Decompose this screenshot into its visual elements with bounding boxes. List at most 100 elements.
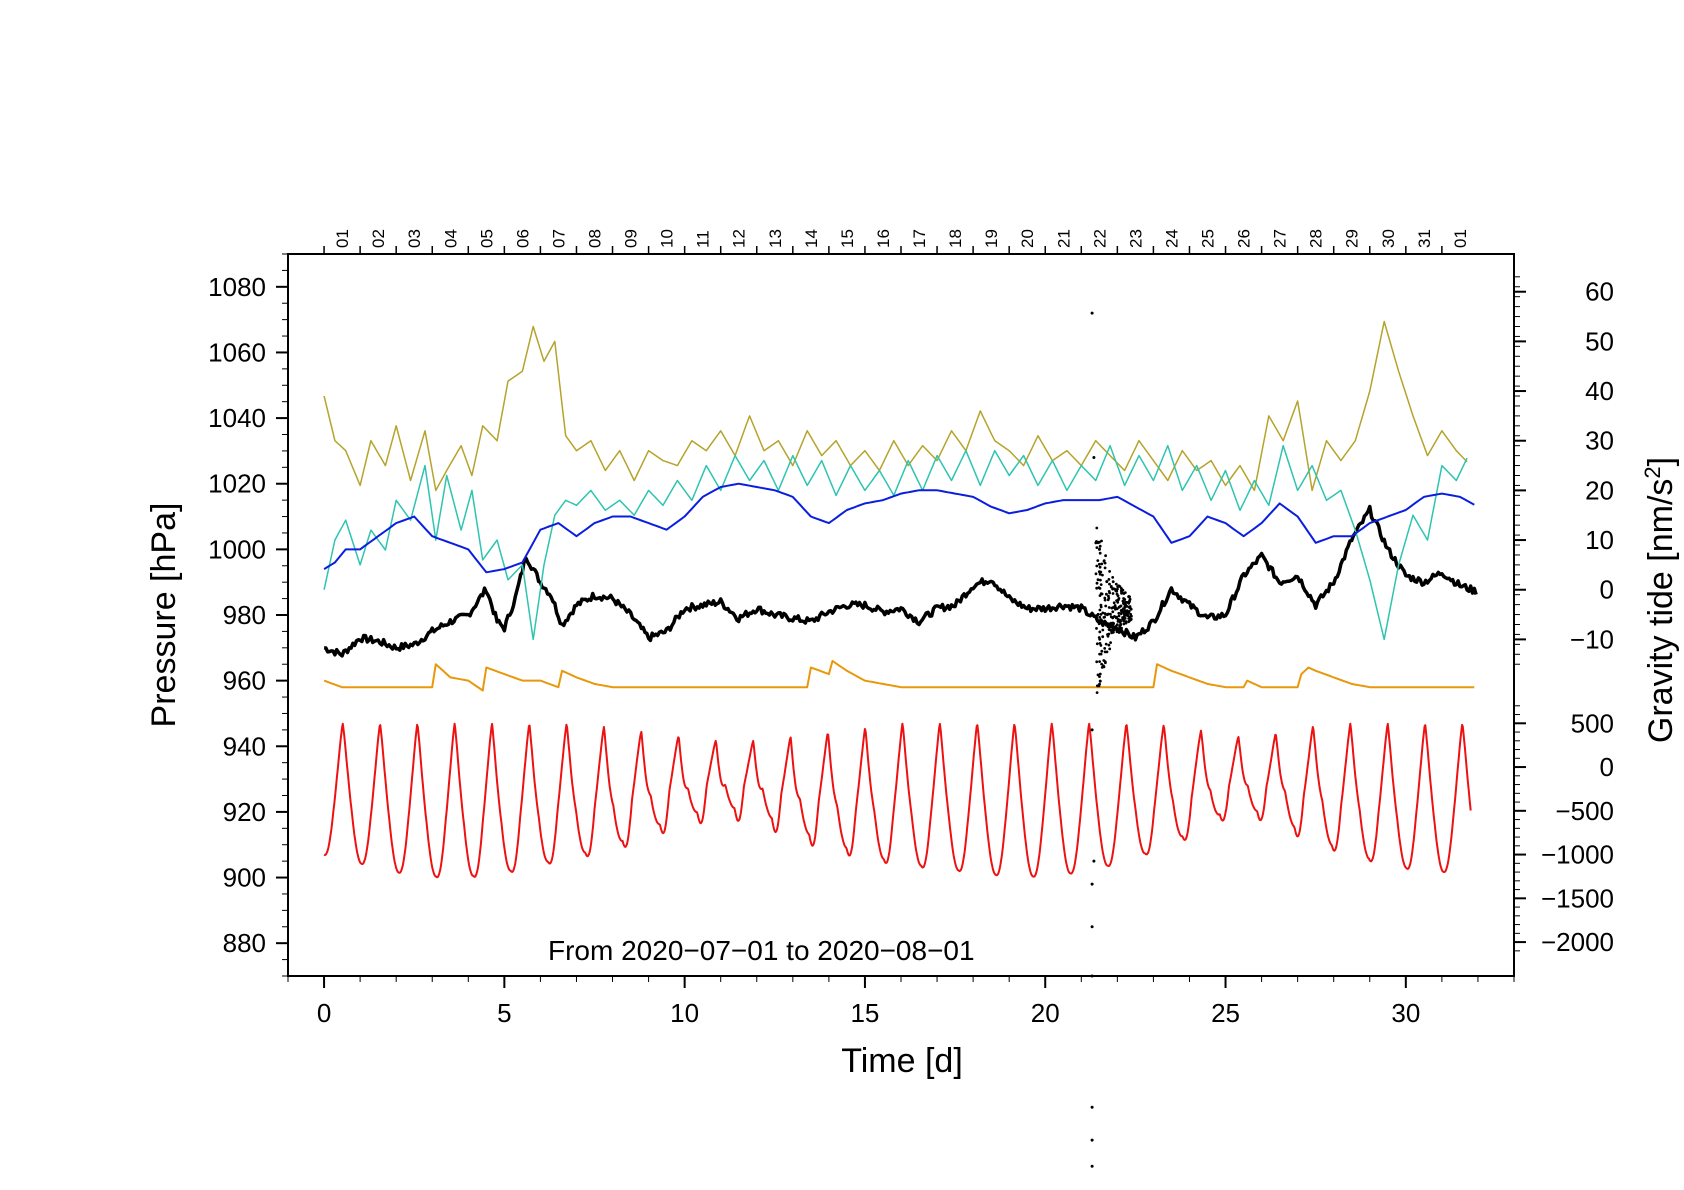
scatter-point [1116, 587, 1119, 591]
top-day-label: 27 [1271, 229, 1290, 248]
top-day-label: 08 [586, 229, 605, 248]
right-axis-label: Gravity tide [nm/s2] [1640, 457, 1680, 743]
top-day-label: 19 [982, 229, 1001, 248]
right-upper-tick-label: 50 [1585, 326, 1614, 356]
scatter-point [1125, 611, 1128, 615]
x-tick-label: 20 [1031, 998, 1060, 1028]
scatter-point [1103, 650, 1107, 654]
scatter-point [1108, 591, 1111, 595]
scatter-point [1103, 566, 1107, 570]
scatter-point [1113, 615, 1116, 618]
scatter-point [1117, 611, 1121, 615]
scatter-point [1095, 564, 1099, 568]
scatter-outlier [1092, 859, 1096, 863]
scatter-point [1128, 599, 1131, 603]
scatter-outlier [1090, 925, 1094, 929]
left-tick-label: 940 [223, 731, 266, 761]
scatter-point [1128, 619, 1131, 623]
top-day-label: 02 [369, 229, 388, 248]
top-day-label: 05 [477, 229, 496, 248]
x-tick-label: 5 [497, 998, 511, 1028]
scatter-point [1107, 578, 1111, 581]
right-axis-label-end: ] [1642, 457, 1680, 466]
scatter-point [1107, 628, 1111, 631]
scatter-point [1109, 612, 1112, 616]
scatter-point [1099, 603, 1103, 607]
scatter-point [1104, 642, 1108, 646]
right-lower-tick-label: 500 [1571, 708, 1614, 738]
series-line-blue [323, 482, 1475, 574]
scatter-point [1106, 634, 1110, 638]
scatter-outlier [1090, 311, 1094, 315]
right-lower-tick-label: −500 [1555, 796, 1614, 826]
top-day-label: 07 [549, 229, 568, 248]
x-axis-label: Time [d] [841, 1042, 963, 1080]
right-lower-tick-label: −1000 [1541, 840, 1614, 870]
scatter-point [1116, 594, 1120, 598]
scatter-point [1112, 587, 1115, 590]
scatter-point [1128, 606, 1132, 610]
scatter-point [1122, 597, 1125, 600]
scatter-point [1108, 647, 1112, 651]
right-upper-tick-label: 0 [1600, 575, 1614, 605]
scatter-point [1117, 605, 1121, 609]
scatter-point [1107, 594, 1110, 598]
scatter-point [1096, 559, 1100, 562]
top-day-label: 29 [1343, 229, 1362, 248]
scatter-point [1127, 601, 1131, 605]
scatter-point [1115, 623, 1119, 626]
scatter-point [1107, 643, 1111, 647]
series-line-teal [323, 444, 1468, 641]
scatter-point [1098, 630, 1102, 634]
series-line-pressure [324, 504, 1478, 658]
scatter-outlier [1090, 1138, 1094, 1142]
right-axis-label-sup: 2 [1640, 466, 1665, 478]
scatter-point [1098, 615, 1102, 619]
scatter-point [1098, 619, 1102, 622]
series-line-orange [323, 659, 1475, 692]
scatter-point [1116, 585, 1120, 589]
right-upper-tick-label: 10 [1585, 525, 1614, 555]
scatter-point [1099, 583, 1103, 586]
right-axis-label-main: Gravity tide [nm/s [1642, 479, 1680, 744]
scatter-point [1103, 596, 1107, 600]
scatter-point [1110, 629, 1114, 633]
top-day-label: 13 [766, 229, 785, 248]
top-day-label: 21 [1054, 229, 1073, 248]
scatter-point [1121, 588, 1125, 592]
x-tick-label: 10 [670, 998, 699, 1028]
scatter-point [1125, 605, 1129, 608]
scatter-point [1109, 621, 1113, 625]
scatter-point [1123, 591, 1127, 594]
scatter-point [1095, 581, 1099, 585]
top-day-label: 12 [730, 229, 749, 248]
scatter-point [1098, 547, 1101, 551]
scatter-point [1099, 652, 1103, 656]
scatter-point [1096, 684, 1099, 688]
scatter-point [1116, 600, 1120, 604]
scatter-point [1101, 635, 1105, 639]
scatter-outlier [1092, 456, 1096, 459]
scatter-point [1100, 662, 1103, 666]
scatter-point [1100, 562, 1104, 566]
right-lower-tick-label: −2000 [1541, 927, 1614, 957]
right-upper-tick-label: −10 [1570, 624, 1614, 654]
scatter-point [1098, 642, 1102, 645]
scatter-point [1122, 619, 1126, 623]
scatter-point [1095, 660, 1099, 664]
top-day-label: 10 [658, 229, 677, 248]
scatter-point [1108, 570, 1111, 573]
top-day-label: 01 [333, 229, 352, 248]
scatter-outlier [1090, 974, 1094, 978]
scatter-point [1102, 659, 1106, 662]
scatter-point [1098, 565, 1102, 569]
scatter-outlier [1090, 728, 1094, 732]
scatter-point [1097, 622, 1101, 626]
right-lower-tick-label: −1500 [1541, 883, 1614, 913]
scatter-point [1115, 629, 1119, 632]
scatter-point [1112, 625, 1116, 629]
scatter-point [1124, 621, 1128, 625]
scatter-layer [1090, 311, 1133, 1168]
top-day-label: 17 [910, 229, 929, 248]
